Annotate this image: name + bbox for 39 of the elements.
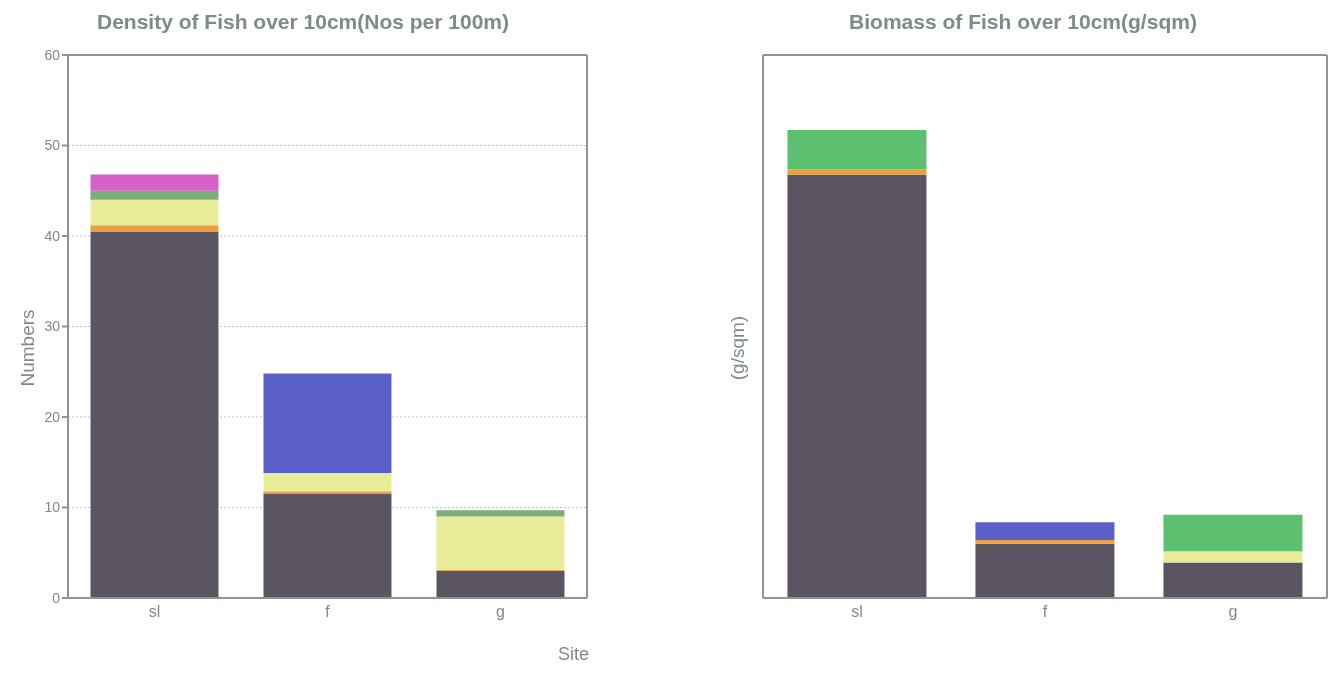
- y-tick-label: 20: [44, 408, 61, 425]
- bar: [975, 543, 1115, 598]
- chart-title: Density of Fish over 10cm(Nos per 100m): [96, 10, 510, 34]
- x-tick-label: g: [496, 603, 505, 621]
- chart-title: Biomass of Fish over 10cm(g/sqm): [848, 10, 1198, 34]
- y-tick-label: 30: [44, 318, 61, 335]
- y-axis-title: (g/sqm): [727, 315, 749, 381]
- bar: [975, 539, 1115, 544]
- bar: [787, 169, 927, 175]
- bar: [263, 493, 392, 598]
- bar: [436, 516, 565, 570]
- x-tick-label: f: [1042, 603, 1048, 621]
- bar: [787, 129, 927, 170]
- y-tick-label: 40: [44, 227, 61, 244]
- bar: [1163, 514, 1303, 552]
- y-tick-label: 0: [52, 589, 61, 606]
- y-axis-title: Numbers: [17, 309, 39, 387]
- y-tick-label: 10: [44, 499, 61, 516]
- bar: [1163, 551, 1303, 563]
- bar: [90, 190, 219, 200]
- x-tick-label: f: [325, 603, 331, 621]
- bar: [90, 199, 219, 226]
- bar: [1163, 562, 1303, 598]
- x-tick-label: g: [1228, 603, 1238, 621]
- bar: [90, 231, 219, 598]
- bar: [263, 491, 392, 494]
- bar: [263, 373, 392, 474]
- bar: [787, 174, 927, 598]
- x-tick-label: sl: [148, 603, 161, 621]
- bar: [90, 225, 219, 232]
- bar: [975, 522, 1115, 540]
- bar: [90, 174, 219, 191]
- x-axis-title: Site: [558, 644, 590, 665]
- x-tick-label: sl: [851, 603, 863, 621]
- y-tick-label: 50: [44, 137, 61, 154]
- bar: [263, 473, 392, 492]
- bar: [436, 570, 565, 598]
- bar: [436, 510, 565, 517]
- y-tick-label: 60: [44, 46, 61, 63]
